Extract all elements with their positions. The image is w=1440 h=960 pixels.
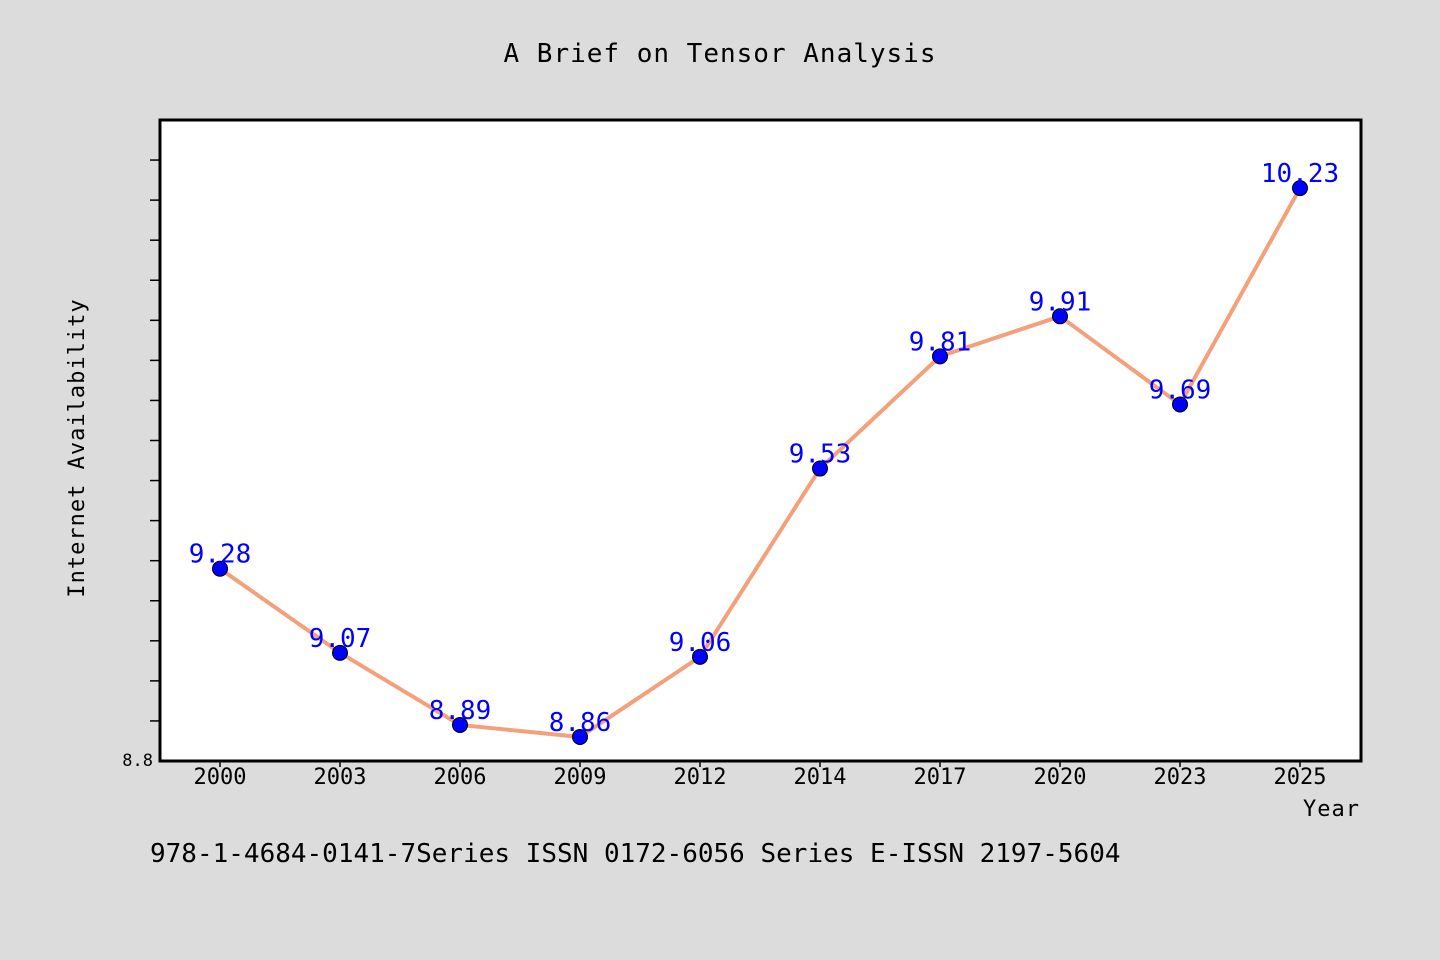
chart-title: A Brief on Tensor Analysis [504, 39, 937, 69]
data-point [332, 644, 348, 661]
data-label: 8.89 [429, 696, 492, 726]
x-ticks: 2000 2003 2006 2009 2012 2014 2017 2020 2023 2025 [194, 761, 1327, 790]
data-label: 9.81 [909, 327, 972, 357]
x-tick-label: 2012 [674, 765, 727, 790]
x-axis-label: Year [1303, 797, 1360, 822]
data-label: 9.28 [189, 540, 252, 570]
data-point [212, 560, 228, 577]
footer-text: 978-1-4684-0141-7Series ISSN 0172-6056 S… [150, 839, 1121, 869]
x-tick-label: 2006 [434, 765, 487, 790]
data-label: 9.69 [1149, 375, 1212, 405]
data-point [932, 348, 948, 365]
plot-frame [158, 118, 1363, 763]
x-tick-label: 2023 [1154, 765, 1207, 790]
data-point [1292, 180, 1308, 197]
data-point [812, 460, 828, 477]
plot-area [160, 120, 1361, 761]
data-point [452, 716, 468, 733]
data-label: 10.23 [1261, 159, 1339, 189]
data-label: 9.91 [1029, 287, 1092, 317]
y-tick-label: 8.8 [122, 751, 153, 771]
x-tick-label: 2014 [794, 765, 847, 790]
x-tick-label: 2017 [914, 765, 967, 790]
data-point [1172, 396, 1188, 413]
data-point [692, 648, 708, 665]
series-layer: 9.28 9.07 8.89 8.86 9.06 9.53 9.81 9.91 9.69 10.2… [189, 159, 1339, 745]
data-label: 8.86 [549, 708, 612, 738]
y-ticks [150, 159, 160, 722]
x-tick-label: 2009 [554, 765, 607, 790]
x-tick-label: 2000 [194, 765, 247, 790]
data-label: 9.07 [309, 624, 372, 654]
x-tick-label: 2025 [1274, 765, 1327, 790]
series-line [218, 187, 1302, 739]
x-tick-label: 2020 [1034, 765, 1087, 790]
data-label: 9.53 [789, 440, 852, 470]
data-label: 9.06 [669, 628, 732, 658]
y-axis-label: Internet Availability [65, 298, 90, 597]
data-point [572, 728, 588, 745]
x-tick-label: 2003 [314, 765, 367, 790]
data-point [1052, 308, 1068, 325]
